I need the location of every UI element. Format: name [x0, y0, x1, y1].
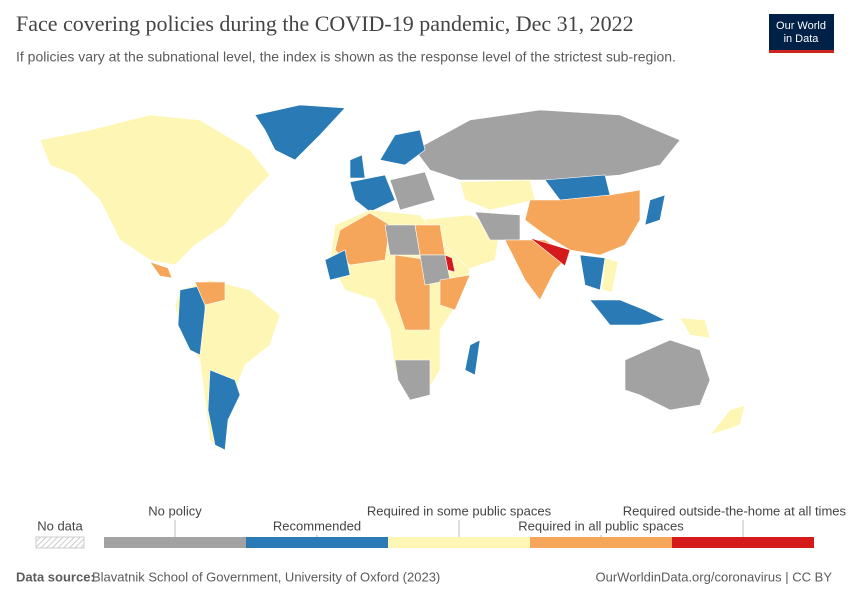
legend-label: No policy	[148, 503, 202, 518]
venezuela	[194, 281, 226, 306]
russia	[414, 109, 681, 181]
china	[524, 189, 641, 256]
papua	[679, 317, 711, 339]
logo-text: Our World	[776, 20, 826, 32]
logo: Our World in Data	[769, 14, 834, 53]
legend-label: Required in all public spaces	[518, 518, 684, 533]
logo-box	[769, 14, 834, 50]
legend-swatch	[530, 537, 672, 548]
madagascar	[464, 339, 481, 376]
east-africa	[439, 274, 471, 311]
no-data-swatch	[35, 536, 85, 549]
no-data-label: No data	[37, 518, 83, 533]
japan	[644, 194, 666, 226]
new-zealand	[709, 404, 746, 436]
vietnam	[601, 257, 619, 293]
logo-bar	[769, 50, 834, 53]
western-europe	[349, 174, 396, 213]
egypt	[414, 224, 446, 256]
scandinavia	[379, 129, 426, 166]
url-license: OurWorldinData.org/coronavirus | CC BY	[595, 569, 832, 584]
nepal-bangladesh	[529, 237, 571, 267]
legend-label: Required in some public spaces	[367, 503, 552, 518]
legend-swatch	[246, 537, 388, 548]
subtitle: If policies vary at the subnational leve…	[16, 49, 676, 65]
southern-africa	[394, 359, 431, 401]
indonesia	[589, 299, 666, 326]
central-america	[149, 261, 173, 279]
legend-label: Required outside-the-home at all times	[623, 503, 847, 518]
north-america	[39, 114, 271, 266]
legend-swatch	[104, 537, 246, 548]
logo-text: in Data	[784, 33, 820, 45]
source-label: Data source:	[16, 569, 95, 584]
legend-swatch	[672, 537, 814, 548]
legend-label: Recommended	[273, 518, 361, 533]
libya	[384, 224, 421, 256]
argentina	[207, 369, 241, 451]
title: Face covering policies during the COVID-…	[16, 11, 634, 36]
eritrea	[444, 254, 456, 273]
central-europe	[389, 171, 436, 211]
legend: No data No policy Recommended Required in …	[35, 503, 847, 549]
north-africa	[334, 212, 391, 266]
legend-swatch	[388, 537, 530, 548]
world-map	[39, 104, 746, 451]
source: Blavatnik School of Government, Universi…	[92, 569, 440, 584]
greenland	[254, 104, 346, 161]
uk	[349, 154, 366, 179]
australia	[624, 339, 711, 411]
west-africa	[324, 249, 351, 281]
kazakhstan	[459, 179, 536, 211]
southeast-asia	[579, 254, 606, 291]
